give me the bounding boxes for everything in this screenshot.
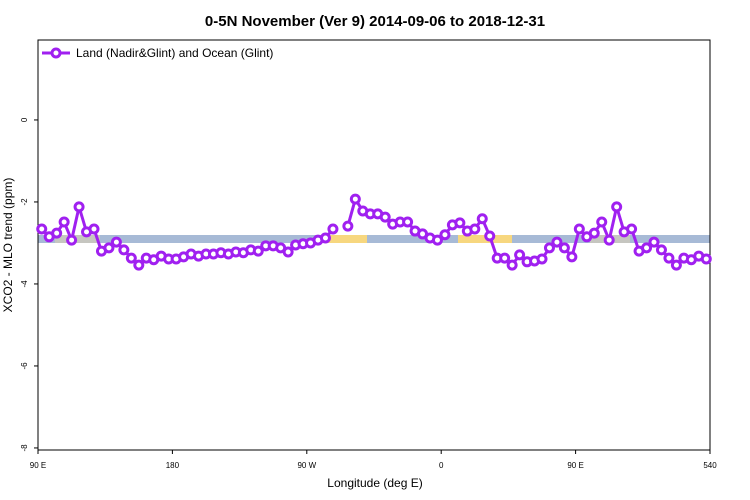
data-point — [454, 217, 466, 229]
data-point — [342, 220, 354, 232]
data-point — [36, 223, 48, 235]
data-point — [484, 230, 496, 242]
data-point — [319, 232, 331, 244]
data-point — [506, 259, 518, 271]
data-point — [551, 236, 563, 248]
x-axis-title: Longitude (deg E) — [327, 476, 422, 490]
series-line — [346, 195, 707, 268]
data-point — [641, 242, 653, 254]
data-point — [439, 229, 451, 241]
legend-marker — [50, 47, 62, 59]
data-point — [596, 216, 608, 228]
y-axis-title: XCO2 - MLO trend (ppm) — [1, 178, 15, 313]
data-point — [663, 252, 675, 264]
data-point — [282, 246, 294, 258]
data-point — [103, 242, 115, 254]
data-point — [58, 216, 70, 228]
data-point — [125, 252, 137, 264]
x-tick-label: 540 — [703, 461, 717, 470]
x-tick-label: 90 E — [30, 461, 46, 470]
data-point — [648, 236, 660, 248]
data-point — [133, 259, 145, 271]
data-point — [558, 242, 570, 254]
data-point — [379, 211, 391, 223]
data-point — [51, 227, 63, 239]
data-point — [66, 234, 78, 246]
data-point — [566, 251, 578, 263]
chart-title: 0-5N November (Ver 9) 2014-09-06 to 2018… — [205, 13, 545, 30]
data-point — [73, 201, 85, 213]
y-tick-label: -4 — [20, 280, 29, 288]
y-tick-label: 0 — [20, 117, 29, 122]
x-tick-label: 0 — [439, 461, 444, 470]
data-point — [431, 234, 443, 246]
data-point — [514, 249, 526, 261]
data-point — [252, 245, 264, 257]
data-point — [327, 223, 339, 235]
x-tick-label: 90 W — [297, 461, 316, 470]
data-point — [469, 223, 481, 235]
data-point — [588, 227, 600, 239]
data-point — [700, 253, 712, 265]
data-point — [670, 259, 682, 271]
data-point — [88, 223, 100, 235]
data-point — [611, 201, 623, 213]
data-point — [536, 253, 548, 265]
data-point — [402, 216, 414, 228]
data-point — [655, 244, 667, 256]
y-tick-label: -2 — [20, 198, 29, 206]
data-point — [603, 234, 615, 246]
data-point — [349, 193, 361, 205]
y-tick-label: -6 — [20, 362, 29, 370]
data-point — [626, 223, 638, 235]
y-tick-label: -8 — [20, 444, 29, 452]
x-tick-label: 90 E — [567, 461, 583, 470]
legend-label: Land (Nadir&Glint) and Ocean (Glint) — [76, 46, 273, 60]
data-point — [476, 213, 488, 225]
data-point — [110, 236, 122, 248]
plot-frame — [37, 39, 711, 451]
data-point — [543, 242, 555, 254]
data-point — [573, 223, 585, 235]
data-point — [499, 252, 511, 264]
x-tick-label: 180 — [166, 461, 180, 470]
data-point — [118, 244, 130, 256]
legend: Land (Nadir&Glint) and Ocean (Glint) — [42, 46, 273, 60]
